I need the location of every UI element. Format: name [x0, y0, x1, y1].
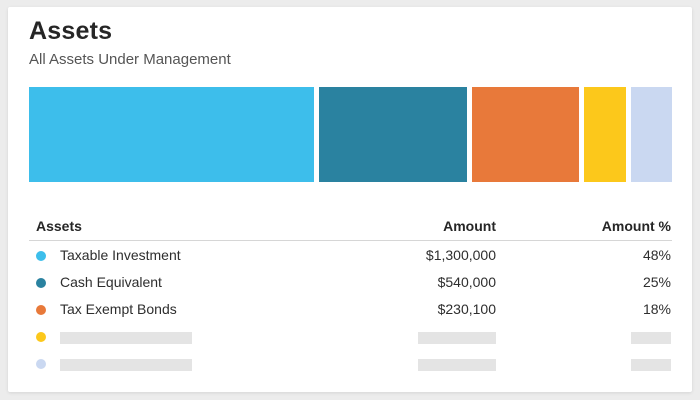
table-row: Tax Exempt Bonds $230,100 18%	[29, 295, 672, 322]
card-title: Assets	[29, 17, 113, 45]
asset-percent: 18%	[642, 301, 671, 317]
asset-name: Taxable Investment	[60, 247, 181, 263]
table-row: Cash Equivalent $540,000 25%	[29, 268, 672, 295]
card-subtitle: All Assets Under Management	[29, 51, 231, 68]
placeholder-row	[29, 322, 672, 349]
asset-percent: 48%	[642, 247, 671, 263]
legend-dot	[36, 332, 46, 342]
legend-dot	[36, 305, 46, 315]
allocation-segment	[584, 87, 626, 182]
asset-name: Tax Exempt Bonds	[60, 301, 177, 317]
table-row: Taxable Investment $1,300,000 48%	[29, 241, 672, 268]
allocation-segment	[319, 87, 467, 182]
amount-placeholder	[418, 359, 496, 371]
table-header: Assets Amount Amount %	[29, 210, 672, 241]
asset-percent: 25%	[642, 274, 671, 290]
placeholder-row	[29, 349, 672, 376]
legend-dot	[36, 278, 46, 288]
percent-placeholder	[631, 332, 671, 344]
asset-amount: $540,000	[437, 274, 496, 290]
amount-placeholder	[418, 332, 496, 344]
allocation-bar	[29, 87, 672, 182]
allocation-segment	[472, 87, 579, 182]
asset-amount: $230,100	[437, 301, 496, 317]
allocation-segment	[631, 87, 672, 182]
asset-amount: $1,300,000	[425, 247, 496, 263]
allocation-segment	[29, 87, 314, 182]
assets-table: Assets Amount Amount % Taxable Investmen…	[29, 210, 672, 376]
asset-name: Cash Equivalent	[60, 274, 162, 290]
name-placeholder	[60, 359, 192, 371]
column-header-percent: Amount %	[601, 218, 671, 234]
assets-card: Assets All Assets Under Management Asset…	[8, 7, 692, 392]
legend-dot	[36, 251, 46, 261]
name-placeholder	[60, 332, 192, 344]
column-header-amount: Amount	[443, 218, 496, 234]
legend-dot	[36, 359, 46, 369]
percent-placeholder	[631, 359, 671, 371]
column-header-assets: Assets	[36, 218, 82, 234]
